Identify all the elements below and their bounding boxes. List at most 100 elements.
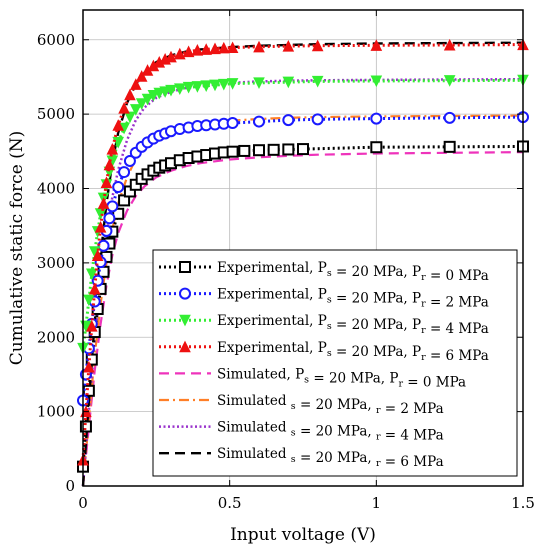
circle-marker — [97, 239, 110, 252]
circle-marker — [253, 115, 265, 128]
legend-text-part: = 2 MPa — [381, 401, 444, 417]
y-tick-label: 0 — [65, 477, 75, 495]
legend-text-part: = 20 MPa, P — [332, 344, 421, 360]
series-line — [81, 115, 524, 401]
x-tick-label: 1 — [372, 494, 382, 512]
legend-text-part: = 0 MPa — [403, 374, 466, 390]
legend-entry: Experimental, Ps = 20 MPa, Pr = 6 MPa — [217, 340, 489, 364]
legend-subscript: s — [304, 374, 309, 385]
legend-text-part: = 20 MPa, — [296, 397, 376, 413]
triangle-up-marker — [209, 42, 221, 55]
triangle-up-marker — [106, 142, 119, 155]
legend-text-part: Simulated — [217, 420, 291, 436]
legend-entry: Simulated s = 20 MPa, r = 4 MPa — [217, 420, 444, 444]
triangle-up-marker — [217, 41, 230, 54]
triangle-down-marker — [282, 76, 295, 89]
triangle-down-marker — [217, 78, 230, 91]
triangle-up-marker — [165, 50, 177, 63]
triangle-up-marker — [182, 45, 195, 58]
triangle-down-marker — [83, 294, 95, 307]
circle-marker — [91, 274, 104, 287]
triangle-up-marker — [85, 319, 98, 332]
triangle-down-marker — [226, 78, 239, 90]
legend-text-part: = 20 MPa, — [296, 450, 376, 466]
triangle-up-marker — [88, 282, 101, 295]
legend-text-part: Experimental, P — [217, 287, 327, 303]
triangle-up-marker — [311, 39, 324, 52]
legend-subscript: r — [376, 432, 381, 443]
y-tick-label: 3000 — [37, 254, 75, 272]
triangle-up-marker — [135, 70, 148, 82]
square-marker — [267, 143, 280, 156]
triangle-up-marker — [253, 40, 265, 53]
triangle-up-marker — [100, 176, 113, 189]
square-marker — [282, 143, 295, 156]
legend-text-part: = 4 MPa — [426, 321, 489, 337]
legend-entry: Simulated, Ps = 20 MPa, Pr = 0 MPa — [217, 366, 466, 390]
triangle-down-marker — [135, 98, 148, 110]
circle-marker — [370, 112, 383, 125]
legend-text-part: Simulated — [217, 446, 291, 462]
triangle-up-marker — [179, 340, 191, 353]
legend-subscript: r — [421, 325, 426, 336]
triangle-down-marker — [179, 314, 191, 327]
legend-text-part: Experimental, P — [217, 340, 327, 356]
triangle-down-marker — [112, 136, 125, 149]
legend-entry: Experimental, Ps = 20 MPa, Pr = 4 MPa — [217, 313, 489, 337]
series-layer — [77, 38, 529, 487]
triangle-up-marker — [173, 47, 186, 60]
square-marker — [370, 141, 383, 154]
circle-marker — [112, 181, 125, 194]
legend-subscript: r — [421, 299, 426, 310]
legend-text-part: = 4 MPa — [381, 428, 444, 444]
x-axis-label: Input voltage (V) — [230, 525, 376, 545]
y-tick-label: 5000 — [37, 105, 75, 123]
legend-text-part: = 20 MPa, — [296, 424, 376, 440]
legend: Experimental, Ps = 20 MPa, Pr = 0 MPaExp… — [152, 249, 518, 477]
legend-subscript: r — [376, 405, 381, 416]
legend-text-part: = 6 MPa — [426, 348, 489, 364]
x-tick-label: 0.5 — [218, 494, 242, 512]
legend-text-part: = 6 MPa — [381, 454, 444, 470]
legend-text-part: Simulated — [217, 393, 291, 409]
legend-subscript: s — [327, 295, 332, 306]
legend-subscript: s — [327, 348, 332, 359]
series-2 — [77, 111, 529, 407]
legend-entry: Simulated s = 20 MPa, r = 6 MPa — [217, 446, 444, 470]
legend-subscript: s — [327, 321, 332, 332]
triangle-up-marker — [129, 78, 142, 90]
x-tick-label: 0 — [78, 494, 88, 512]
circle-marker — [179, 287, 191, 300]
triangle-down-marker — [165, 84, 177, 97]
legend-text-part: = 20 MPa, P — [332, 317, 421, 333]
triangle-down-marker — [200, 80, 213, 92]
y-axis-label: Cumulative static force (N) — [7, 131, 27, 366]
legend-subscript: s — [291, 454, 296, 465]
legend-text-part: = 20 MPa, P — [332, 264, 421, 280]
y-tick-label: 6000 — [37, 31, 75, 49]
triangle-up-marker — [94, 221, 107, 233]
triangle-up-marker — [91, 249, 104, 261]
triangle-down-marker — [85, 268, 98, 281]
triangle-up-marker — [191, 44, 204, 56]
series-1 — [77, 140, 529, 473]
legend-entry: Experimental, Ps = 20 MPa, Pr = 2 MPa — [217, 287, 489, 311]
triangle-down-marker — [191, 81, 204, 93]
legend-text-part: Simulated, P — [217, 366, 304, 382]
triangle-up-marker — [282, 39, 295, 52]
legend-text-part: = 2 MPa — [426, 295, 489, 311]
triangle-up-marker — [370, 39, 383, 51]
square-marker — [253, 144, 265, 157]
circle-marker — [118, 166, 131, 179]
triangle-down-marker — [311, 75, 324, 88]
y-tick-label: 2000 — [37, 328, 75, 346]
triangle-up-marker — [200, 43, 213, 55]
triangle-down-marker — [124, 111, 136, 124]
triangle-down-marker — [209, 79, 221, 92]
triangle-down-marker — [173, 83, 186, 95]
ticks: 0 0.5 1 1.5 0 1000 2000 3000 4000 5000 6000 — [37, 10, 535, 512]
circle-marker — [282, 114, 295, 127]
y-tick-label: 1000 — [37, 403, 75, 421]
legend-entry: Experimental, Ps = 20 MPa, Pr = 0 MPa — [217, 260, 489, 284]
legend-subscript: s — [291, 428, 296, 439]
